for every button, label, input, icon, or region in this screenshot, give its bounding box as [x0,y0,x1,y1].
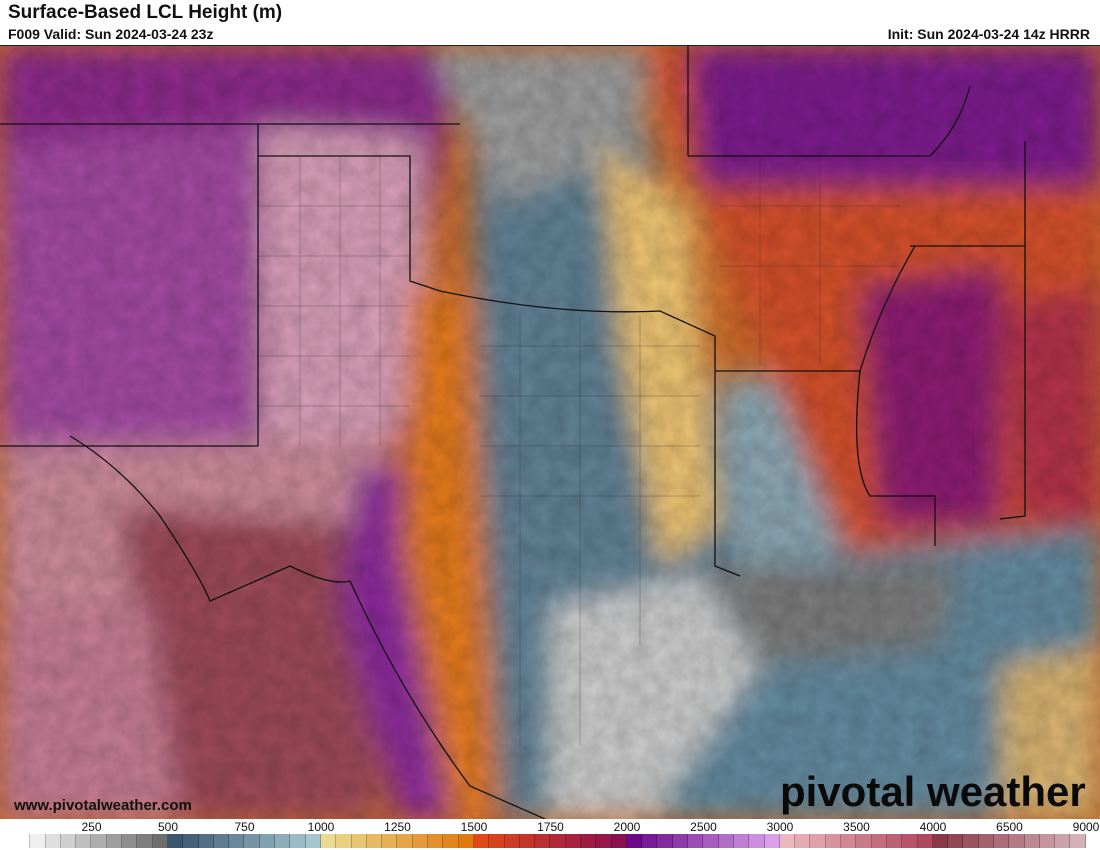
colorbar-cell [764,834,780,848]
colorbar-cell [902,834,918,848]
colorbar-cell [412,834,429,848]
state-borders [0,46,1026,819]
colorbar-cell [688,834,704,848]
colorbar-tick-label: 6500 [996,820,1023,834]
colorbar-cell [259,834,276,848]
colorbar-cell [15,834,31,848]
colorbar-cell [856,834,872,848]
colorbar-cell [183,834,199,848]
colorbar-tick-label: 1250 [384,820,411,834]
colorbar-cell [198,834,214,848]
colorbar-tick-label: 2000 [613,820,641,834]
colorbar-cell [290,834,306,848]
colorbar-cell [244,834,260,848]
colorbar-tick-label: 1000 [307,820,335,834]
colorbar-tick-label: 250 [81,820,102,834]
colorbar-cell [1055,834,1071,848]
colorbar-cell [167,834,184,848]
colorbar-cell [535,834,551,848]
colorbar-cell [45,834,61,848]
pivotal-weather-logo: pivotal weather [780,768,1086,815]
colorbar-cell [1039,834,1056,848]
colorbar: 250 500 750 1000 1250 1500 1750 2000 2500 3000 350… [0,819,1100,850]
colorbar-cell [458,834,474,848]
colorbar-cell [1024,834,1040,848]
colorbar-cell [917,834,933,848]
colorbar-cell [948,834,964,848]
colorbar-cell [320,834,337,848]
colorbar-cell [1070,834,1086,848]
colorbar-cell [60,834,77,848]
colorbar-tick-label: 9000 [1072,820,1100,834]
colorbar-tick-label: 500 [157,820,179,834]
colorbar-cell [152,834,168,848]
colorbar-cell [841,834,857,848]
colorbar-cell [473,834,490,848]
colorbar-cell [733,834,750,848]
colorbar-cell [91,834,107,848]
colorbar-cell [336,834,352,848]
colorbar-cell [718,834,734,848]
colorbar-cell [76,834,92,848]
colorbar-tick-label: 1750 [537,820,564,834]
colorbar-cell [810,834,826,848]
colorbar-tick-label: 3500 [843,820,870,834]
colorbar-cell [657,834,673,848]
init-time: Init: Sun 2024-03-24 14z HRRR [887,26,1090,42]
lcl-height-map[interactable] [0,45,1100,820]
colorbar-cell [795,834,811,848]
colorbar-cell [397,834,413,848]
colorbar-cell [305,834,321,848]
colorbar-cell [1009,834,1025,848]
colorbar-cell [886,834,903,848]
colorbar-cell [443,834,459,848]
colorbar-cell [565,834,581,848]
colorbar-cell [489,834,505,848]
colorbar-labels: 250 500 750 1000 1250 1500 1750 2000 2500 3000 350… [0,819,1100,834]
colorbar-cell [978,834,994,848]
colorbar-tick-label: 3000 [766,820,794,834]
colorbar-cell [779,834,796,848]
colorbar-cell [106,834,123,848]
colorbar-cell [519,834,536,848]
colorbar-cell [366,834,383,848]
colorbar-cell [229,834,245,848]
colorbar-cell [672,834,689,848]
colorbar-cell [275,834,291,848]
county-borders [258,156,900,746]
colorbar-cell [428,834,444,848]
colorbar-tick-label: 1500 [460,820,488,834]
colorbar-tick-label: 750 [234,820,255,834]
colorbar-cell [871,834,887,848]
colorbar-tick-label: 2500 [690,820,717,834]
colorbar-cell [596,834,612,848]
colorbar-cell [580,834,597,848]
colorbar-cell [351,834,367,848]
colorbar-cell [994,834,1010,848]
colorbar-cell [30,834,46,848]
colorbar-cell [213,834,230,848]
colorbar-cell [382,834,398,848]
colorbar-cell [749,834,765,848]
colorbar-cell [504,834,520,848]
colorbar-cell [703,834,719,848]
colorbar-cells [15,834,1086,848]
map-field [0,46,1100,819]
colorbar-cell [642,834,658,848]
colorbar-cell [626,834,643,848]
website-watermark: www.pivotalweather.com [14,797,192,814]
valid-time: F009 Valid: Sun 2024-03-24 23z [8,26,214,42]
colorbar-cell [137,834,153,848]
colorbar-cell [611,834,627,848]
colorbar-cell [825,834,842,848]
colorbar-cell [550,834,566,848]
colorbar-cell [963,834,979,848]
colorbar-cell [122,834,138,848]
colorbar-cell [932,834,949,848]
colorbar-tick-label: 4000 [919,820,947,834]
map-title: Surface-Based LCL Height (m) [8,2,283,23]
